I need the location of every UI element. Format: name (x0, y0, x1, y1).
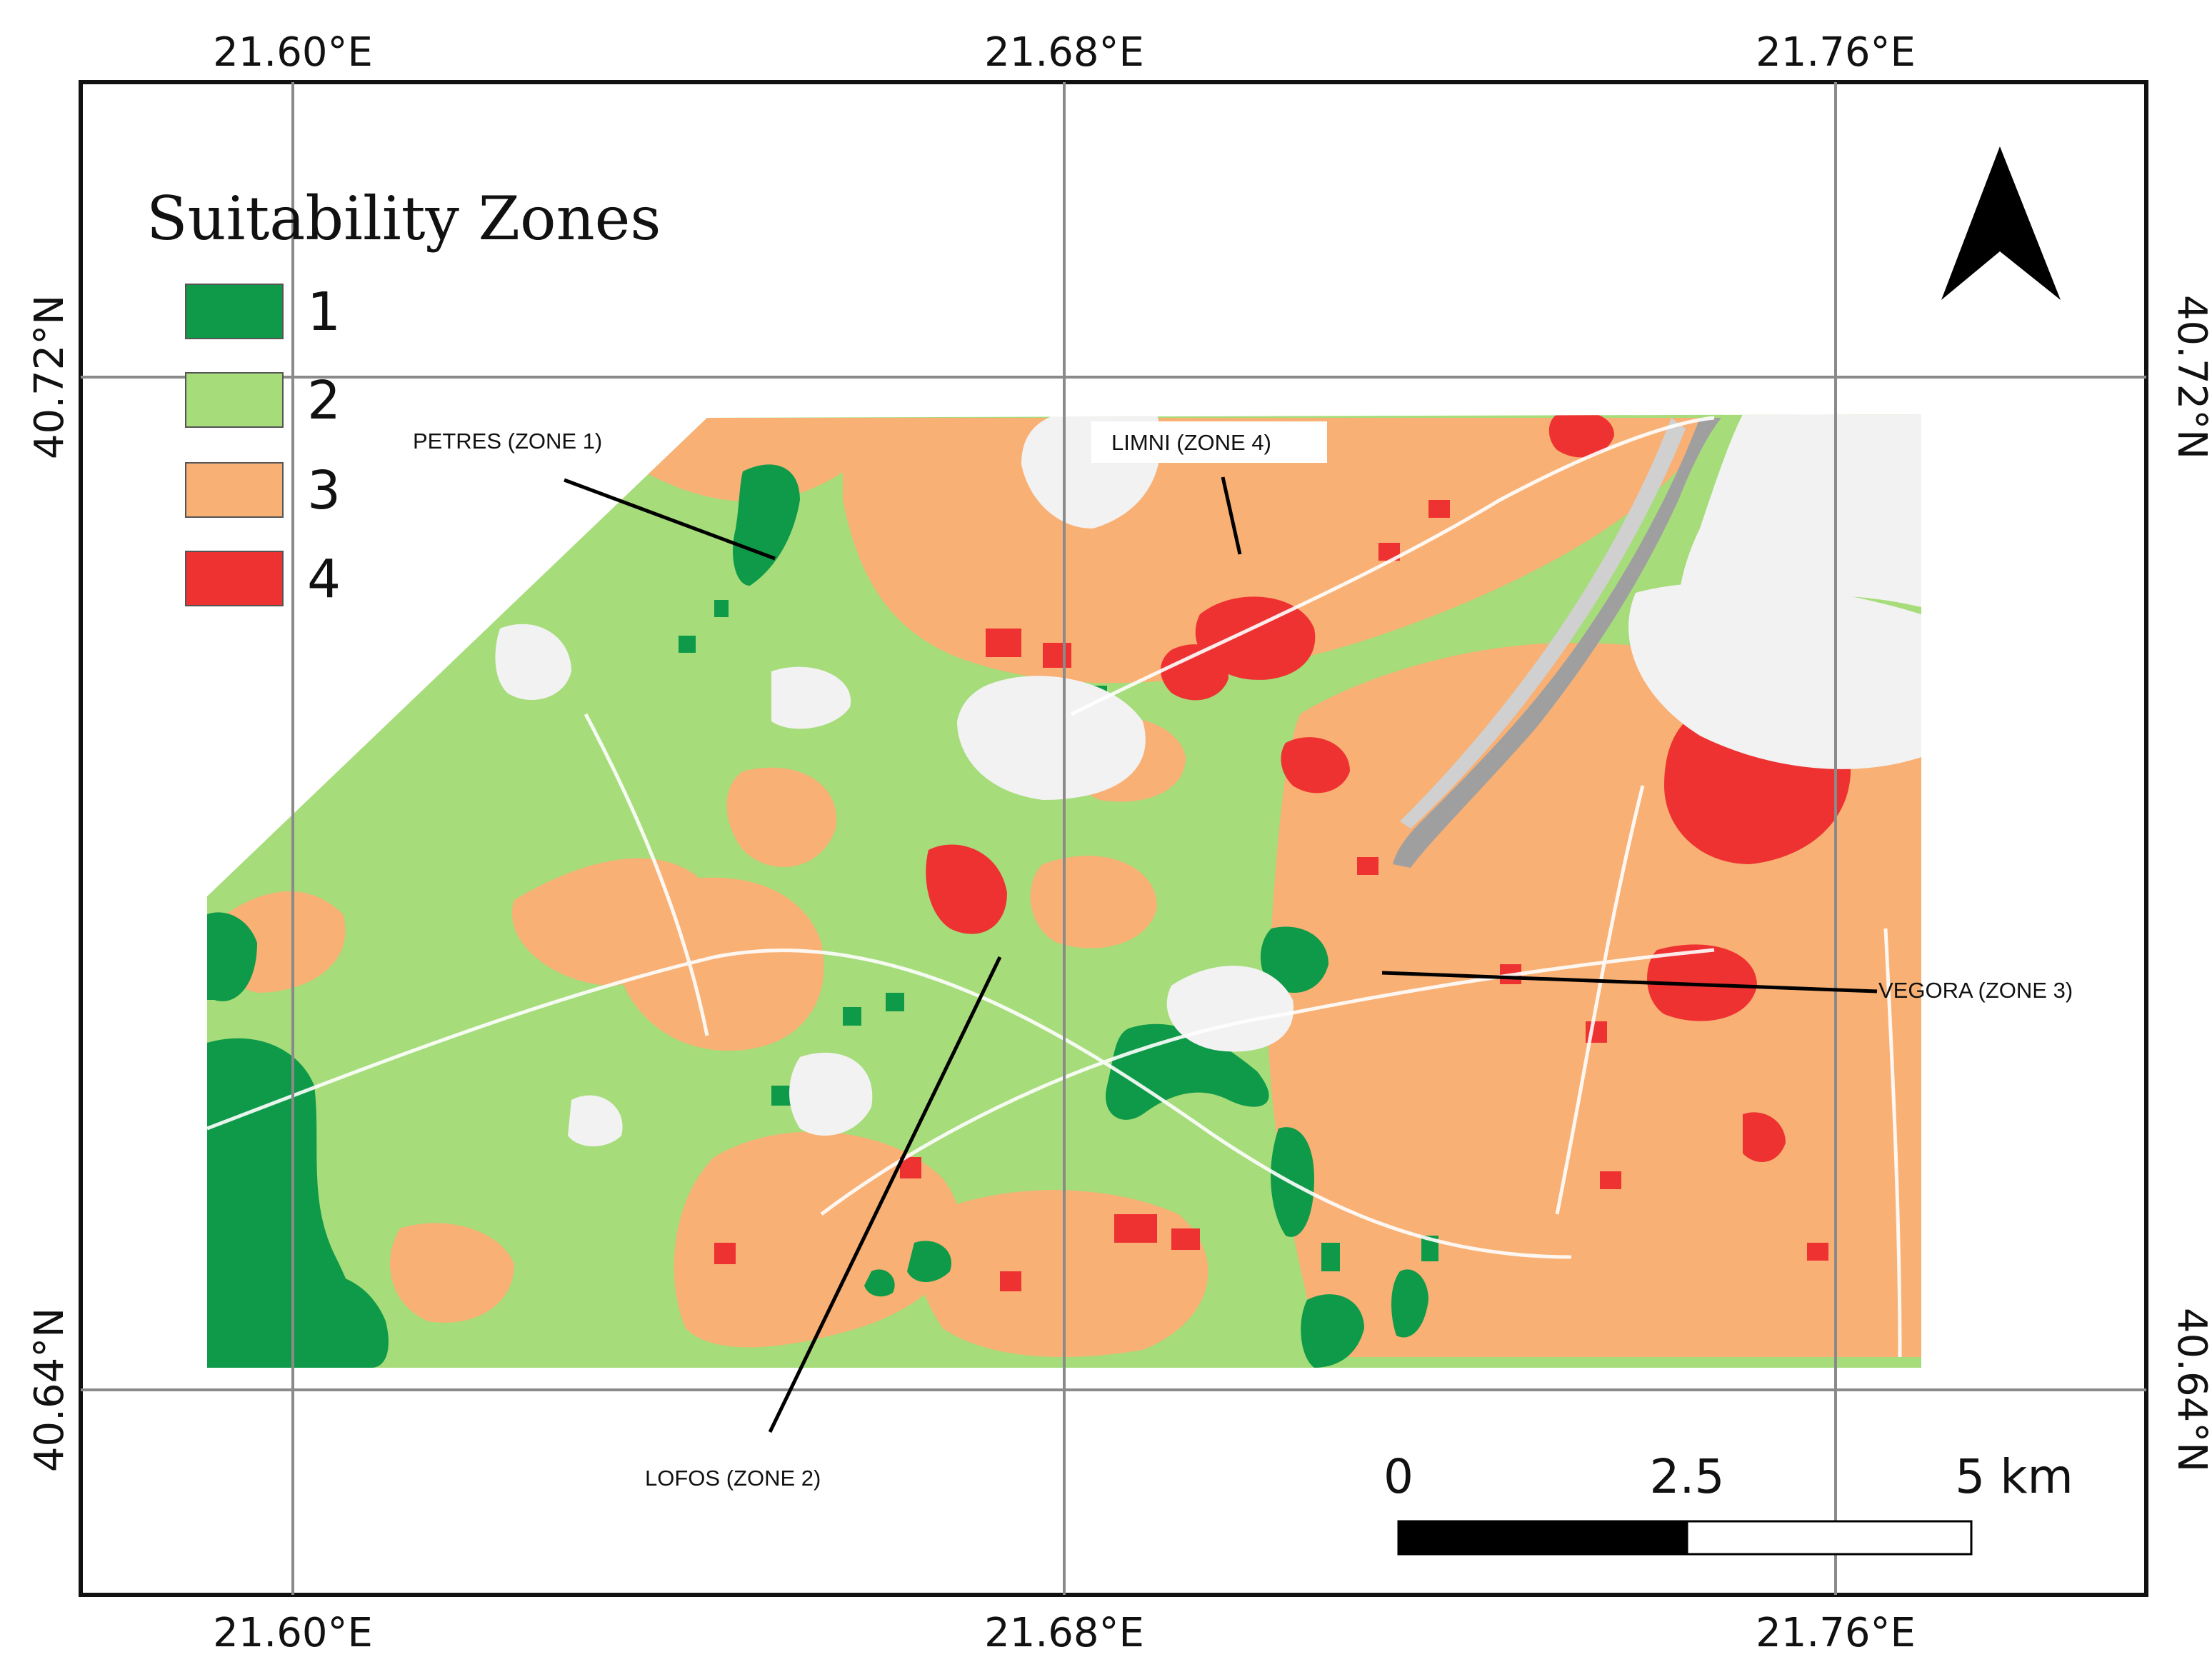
lon-label-bottom-1: 21.60°E (213, 1610, 373, 1656)
lat-label-right-1: 40.72°N (2168, 295, 2212, 459)
scale-segment-black (1397, 1520, 1688, 1556)
leader-limni (1221, 476, 1242, 555)
lat-label-left-2: 40.64°N (26, 1308, 73, 1472)
graticule (81, 82, 2146, 1595)
zone-4-areas (714, 414, 1851, 1291)
scale-label-0: 0 (1383, 1449, 1413, 1504)
ridge-shade (1400, 418, 1686, 829)
leader-petres (564, 478, 776, 561)
scale-bar: 0 2.5 5 km (1383, 1449, 2073, 1556)
place-label-petres: PETRES (ZONE 1) (413, 429, 602, 454)
legend-swatch-1 (185, 284, 284, 339)
legend-label-3: 3 (307, 460, 341, 521)
legend-swatch-4 (185, 551, 284, 606)
scale-segment-white (1686, 1520, 1973, 1556)
scale-label-2-5: 2.5 (1650, 1449, 1725, 1504)
limni-label-bg (1091, 421, 1327, 463)
lon-label-bottom-2: 21.68°E (984, 1610, 1144, 1656)
legend-label-1: 1 (307, 281, 341, 343)
place-label-vegora: VEGORA (ZONE 3) (1878, 978, 2073, 1003)
legend-title: Suitability Zones (146, 184, 661, 254)
north-arrow-icon (1941, 146, 2061, 300)
legend-swatch-3 (185, 462, 284, 518)
lat-label-left-1: 40.72°N (26, 295, 73, 459)
scale-label-5km: 5 km (1955, 1449, 2073, 1504)
legend-label-4: 4 (307, 549, 341, 610)
place-label-limni: LIMNI (ZONE 4) (1111, 430, 1271, 455)
lon-label-top-2: 21.68°E (984, 29, 1144, 76)
legend: Suitability Zones 1 2 3 4 (146, 184, 661, 610)
legend-label-2: 2 (307, 370, 341, 431)
lon-label-top-1: 21.60°E (213, 29, 373, 76)
ridge-relief (1393, 418, 1721, 868)
leader-vegora (1381, 971, 1878, 993)
lat-label-right-2: 40.64°N (2168, 1308, 2212, 1472)
lon-label-top-3: 21.76°E (1756, 29, 1916, 76)
legend-swatch-2 (185, 372, 284, 428)
lon-label-bottom-3: 21.76°E (1756, 1610, 1916, 1656)
place-label-lofos: LOFOS (ZONE 2) (645, 1466, 821, 1491)
leader-lofos (768, 956, 1002, 1433)
place-annotations: PETRES (ZONE 1) LIMNI (ZONE 4) VEGORA (Z… (413, 421, 2073, 1491)
roads (207, 416, 1902, 1358)
